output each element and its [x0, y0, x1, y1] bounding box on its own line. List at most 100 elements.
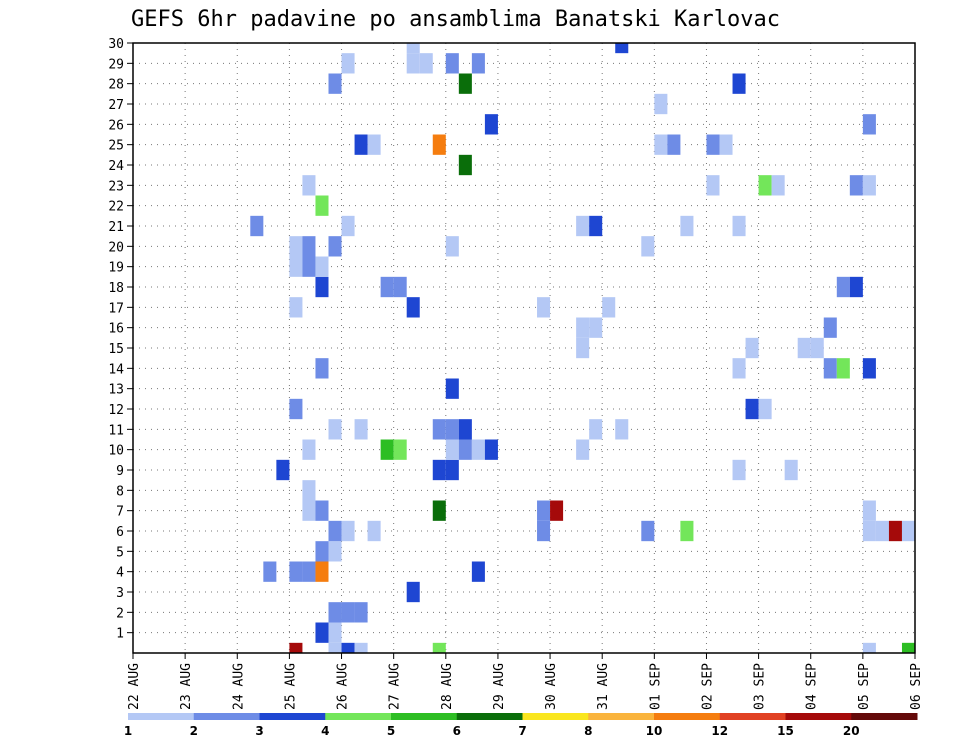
- x-tick-label: 31 AUG: [596, 663, 611, 710]
- precip-cell: [445, 378, 459, 399]
- precip-cell: [354, 134, 368, 155]
- precip-cell: [341, 215, 355, 237]
- precip-cell: [328, 541, 342, 562]
- legend-swatch: [785, 713, 852, 720]
- x-tick-label: 28 AUG: [440, 663, 455, 710]
- precip-cell: [862, 520, 876, 542]
- y-tick-label: 9: [116, 464, 124, 479]
- precip-cell: [458, 439, 472, 460]
- y-tick-label: 11: [108, 423, 124, 438]
- y-tick-label: 23: [108, 179, 124, 194]
- precip-cell: [745, 337, 759, 359]
- legend-swatch: [193, 713, 260, 720]
- precip-cell: [667, 134, 681, 155]
- precip-cell: [823, 317, 837, 338]
- legend-label: 6: [453, 724, 461, 738]
- precip-cell: [706, 134, 720, 155]
- precip-cell: [537, 500, 551, 521]
- y-tick-label: 21: [108, 220, 124, 235]
- legend-swatch: [128, 713, 195, 720]
- precip-cell: [732, 358, 746, 379]
- precip-cell: [849, 175, 863, 196]
- precip-cell: [849, 276, 863, 298]
- precip-cell: [458, 154, 472, 176]
- precip-cell: [289, 297, 303, 318]
- precip-cell: [315, 195, 329, 216]
- precip-cell: [771, 175, 785, 196]
- y-tick-label: 27: [108, 98, 124, 113]
- y-tick-label: 15: [108, 342, 124, 357]
- legend-swatch: [259, 713, 326, 720]
- precip-cell: [341, 53, 355, 74]
- precip-cell: [654, 134, 668, 155]
- precip-cell: [680, 215, 694, 237]
- precip-cell: [862, 500, 876, 521]
- y-tick-label: 6: [116, 525, 124, 540]
- x-tick-label: 22 AUG: [127, 663, 142, 710]
- precip-cell: [589, 419, 603, 440]
- legend-swatch: [719, 713, 786, 720]
- x-tick-label: 03 SEP: [753, 663, 768, 710]
- precip-cell: [328, 642, 342, 653]
- precip-cell: [732, 459, 746, 481]
- precip-cell: [602, 297, 616, 318]
- y-tick-label: 5: [116, 545, 124, 560]
- legend-label: 8: [584, 724, 592, 738]
- precip-cell: [745, 398, 759, 420]
- precip-cell: [862, 358, 876, 379]
- legend-swatch: [588, 713, 655, 720]
- y-tick-label: 14: [108, 362, 124, 377]
- x-tick-label: 30 AUG: [544, 663, 559, 710]
- precip-cell: [250, 215, 264, 237]
- precip-cell: [328, 419, 342, 440]
- precip-cell: [445, 419, 459, 440]
- precip-cell: [315, 541, 329, 562]
- y-tick-label: 17: [108, 301, 124, 316]
- precip-cell: [576, 317, 590, 338]
- precip-cell: [354, 602, 368, 623]
- precip-cell: [445, 236, 459, 257]
- y-tick-label: 18: [108, 281, 124, 296]
- legend-swatch: [851, 713, 918, 720]
- x-axis-ticks: 22 AUG 23 AUG 24 AUG 25 AUG 26 AUG 27 AUG 28 A…: [127, 653, 924, 710]
- precip-cell: [875, 520, 889, 542]
- precip-cell: [862, 114, 876, 135]
- precip-cell: [432, 419, 446, 440]
- legend-label: 12: [711, 724, 728, 738]
- y-tick-label: 4: [116, 566, 124, 581]
- precip-cell: [393, 439, 407, 460]
- legend-swatch: [456, 713, 523, 720]
- precip-cell: [537, 297, 551, 318]
- precip-cell: [888, 520, 902, 542]
- precip-cell: [758, 175, 772, 196]
- precip-cell: [302, 439, 316, 460]
- precip-cell: [471, 439, 485, 460]
- y-tick-label: 30: [108, 37, 124, 52]
- precip-cell: [484, 439, 498, 460]
- precip-cell: [615, 43, 629, 54]
- precip-cell: [341, 642, 355, 653]
- legend-swatch: [391, 713, 458, 720]
- y-tick-label: 1: [116, 627, 124, 642]
- legend-label: 15: [777, 724, 794, 738]
- precip-cell: [380, 439, 394, 460]
- precip-cell: [576, 215, 590, 237]
- precip-cell: [289, 398, 303, 420]
- precip-cell: [341, 520, 355, 542]
- y-tick-label: 20: [108, 240, 124, 255]
- precip-cell: [289, 256, 303, 277]
- precip-cell: [484, 114, 498, 135]
- precip-cell: [328, 602, 342, 623]
- precip-cell: [901, 642, 915, 653]
- precip-cell: [432, 642, 446, 653]
- precip-cell: [328, 236, 342, 257]
- precip-cell: [550, 500, 564, 521]
- y-tick-label: 16: [108, 322, 124, 337]
- precip-cell: [315, 256, 329, 277]
- precip-cell: [641, 520, 655, 542]
- precip-cell: [719, 134, 733, 155]
- x-tick-label: 29 AUG: [492, 663, 507, 710]
- precip-cell: [432, 500, 446, 521]
- color-legend: 1 2 3 4 5 6 7 8 10 12 15 20: [124, 713, 918, 738]
